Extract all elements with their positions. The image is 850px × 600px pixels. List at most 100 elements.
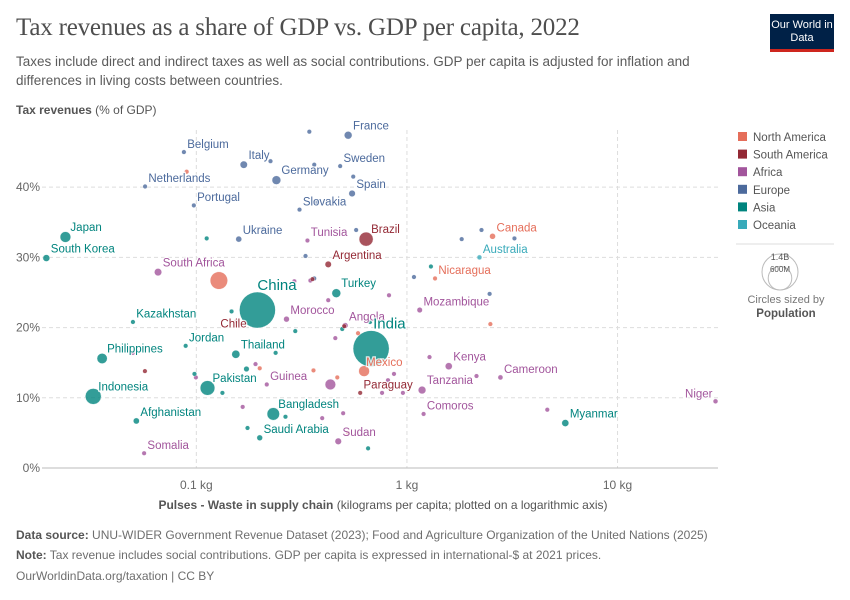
data-point-italy[interactable] xyxy=(239,160,248,169)
data-point[interactable] xyxy=(310,367,316,373)
data-point-tanzania[interactable] xyxy=(417,386,427,395)
data-point-paraguay[interactable] xyxy=(357,390,363,396)
footer-url[interactable]: OurWorldinData.org/taxation | CC BY xyxy=(16,569,215,583)
data-point-mexico[interactable] xyxy=(358,365,370,377)
data-point-ukraine[interactable] xyxy=(235,235,242,243)
data-point[interactable] xyxy=(411,274,417,280)
data-point-brazil[interactable] xyxy=(358,231,374,247)
legend-item-asia[interactable]: Asia xyxy=(738,202,776,214)
data-point-thailand[interactable] xyxy=(231,349,241,359)
data-point-germany[interactable] xyxy=(271,175,281,185)
data-point[interactable] xyxy=(204,235,210,241)
data-point-jordan[interactable] xyxy=(183,343,189,349)
data-point-kenya[interactable] xyxy=(445,362,453,370)
data-point[interactable] xyxy=(350,174,356,180)
data-point[interactable] xyxy=(267,158,273,164)
data-point-niger[interactable] xyxy=(712,398,719,404)
data-point-bangladesh[interactable] xyxy=(266,407,280,421)
data-point-spain[interactable] xyxy=(348,189,356,197)
data-point[interactable] xyxy=(191,371,197,377)
data-point-afghanistan[interactable] xyxy=(133,417,140,425)
data-point[interactable] xyxy=(184,169,190,175)
data-point[interactable] xyxy=(474,373,480,379)
data-point[interactable] xyxy=(487,321,493,327)
data-point[interactable] xyxy=(229,308,235,314)
data-point[interactable] xyxy=(427,354,433,360)
data-point-somalia[interactable] xyxy=(141,450,147,456)
data-point[interactable] xyxy=(291,278,297,284)
data-point-nicaragua[interactable] xyxy=(432,275,438,281)
data-point[interactable] xyxy=(334,374,340,380)
data-point[interactable] xyxy=(273,350,279,356)
data-point[interactable] xyxy=(379,390,385,396)
data-point[interactable] xyxy=(142,368,148,374)
data-point-india[interactable] xyxy=(352,330,390,367)
data-point[interactable] xyxy=(386,292,392,298)
data-point-canada[interactable] xyxy=(489,233,496,240)
data-point[interactable] xyxy=(511,235,517,241)
data-point[interactable] xyxy=(282,414,288,420)
data-point[interactable] xyxy=(313,199,320,206)
data-point-tunisia[interactable] xyxy=(304,238,310,244)
data-point[interactable] xyxy=(353,227,359,233)
data-point-slovakia[interactable] xyxy=(297,207,303,213)
data-point[interactable] xyxy=(257,365,263,371)
data-point-comoros[interactable] xyxy=(421,411,427,417)
data-point[interactable] xyxy=(292,328,298,334)
owid-logo[interactable]: Our World in Data xyxy=(770,14,834,52)
data-point-cameroon[interactable] xyxy=(497,374,504,381)
data-point[interactable] xyxy=(340,410,346,416)
data-point[interactable] xyxy=(306,129,312,135)
data-point-sudan[interactable] xyxy=(334,437,342,445)
data-point[interactable] xyxy=(400,390,406,396)
data-point-france[interactable] xyxy=(344,131,353,140)
data-point[interactable] xyxy=(209,271,228,290)
data-point[interactable] xyxy=(243,366,250,373)
data-point[interactable] xyxy=(487,291,493,297)
data-point[interactable] xyxy=(240,404,246,410)
data-point[interactable] xyxy=(367,319,373,325)
data-point[interactable] xyxy=(309,276,315,282)
data-point[interactable] xyxy=(459,236,465,242)
data-point-myanmar[interactable] xyxy=(561,419,570,427)
data-point-turkey[interactable] xyxy=(331,288,341,298)
data-point-portugal[interactable] xyxy=(191,202,197,208)
data-point[interactable] xyxy=(324,378,336,390)
data-point[interactable] xyxy=(385,377,391,383)
data-point-mozambique[interactable] xyxy=(416,307,423,313)
data-point[interactable] xyxy=(332,335,338,341)
data-point[interactable] xyxy=(245,425,251,431)
data-point-kazakhstan[interactable] xyxy=(130,319,136,325)
data-point-netherlands[interactable] xyxy=(142,183,148,189)
legend-item-oceania[interactable]: Oceania xyxy=(738,220,796,232)
data-point-belgium[interactable] xyxy=(181,149,187,155)
data-point-pakistan[interactable] xyxy=(199,380,216,396)
data-point-sweden[interactable] xyxy=(337,163,343,169)
data-point[interactable] xyxy=(428,264,434,270)
data-point-south-korea[interactable] xyxy=(42,254,51,262)
data-point[interactable] xyxy=(259,226,265,232)
data-point-chile[interactable] xyxy=(233,318,239,324)
data-point[interactable] xyxy=(345,430,351,436)
data-point-japan[interactable] xyxy=(59,231,71,243)
data-point[interactable] xyxy=(130,350,136,356)
data-point[interactable] xyxy=(253,361,259,367)
legend-item-africa[interactable]: Africa xyxy=(738,167,783,179)
data-point[interactable] xyxy=(325,297,331,303)
data-point[interactable] xyxy=(311,162,317,168)
data-point-indonesia[interactable] xyxy=(85,388,102,405)
data-point-argentina[interactable] xyxy=(324,260,332,268)
data-point[interactable] xyxy=(365,445,371,451)
data-point[interactable] xyxy=(478,227,484,233)
data-point-saudi-arabia[interactable] xyxy=(256,434,263,441)
data-point[interactable] xyxy=(341,323,347,329)
data-point[interactable] xyxy=(355,330,361,336)
data-point[interactable] xyxy=(219,390,225,396)
data-point-china[interactable] xyxy=(239,291,276,329)
legend-item-north-america[interactable]: North America xyxy=(738,132,826,144)
data-point[interactable] xyxy=(319,415,325,421)
data-point[interactable] xyxy=(544,407,550,413)
data-point-guinea[interactable] xyxy=(264,381,270,387)
legend-item-europe[interactable]: Europe xyxy=(738,184,790,197)
data-point-morocco[interactable] xyxy=(283,316,290,323)
